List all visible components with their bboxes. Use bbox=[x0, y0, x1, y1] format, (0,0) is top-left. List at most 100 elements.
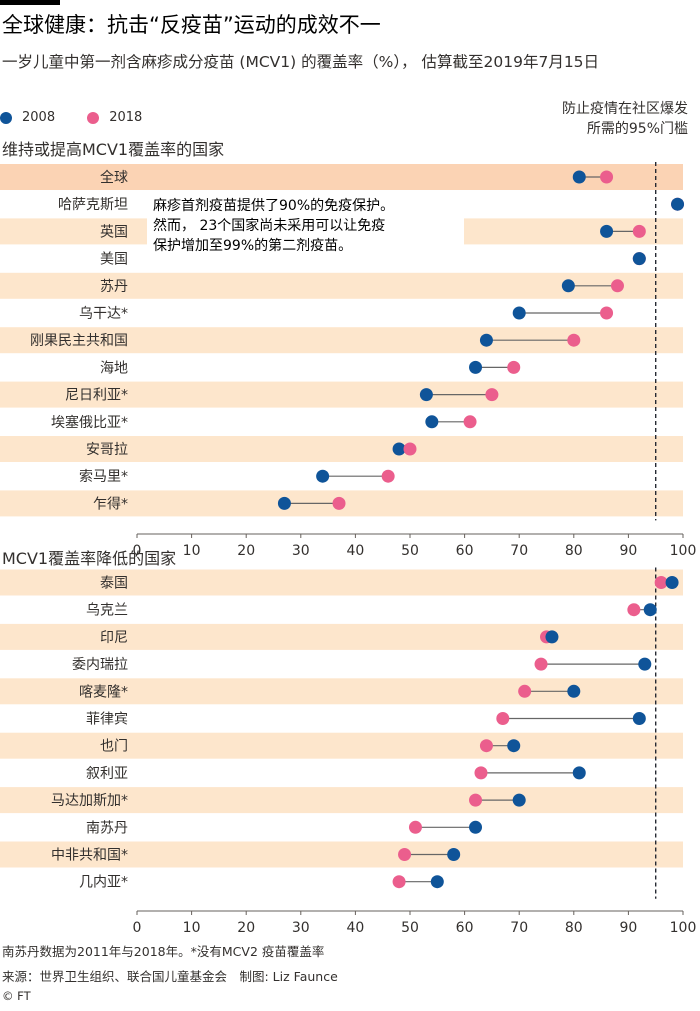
point-2008 bbox=[447, 848, 461, 861]
x-tick-label: 30 bbox=[292, 543, 310, 559]
point-2008 bbox=[507, 739, 521, 753]
country-label: 索马里* bbox=[79, 468, 128, 485]
country-label: 美国 bbox=[100, 252, 128, 268]
annotation-box: 麻疹首剂疫苗提供了90%的免疫保护。 然而， 23个国家尚未采用可以让免疫 保护… bbox=[147, 192, 464, 260]
point-2018 bbox=[610, 279, 624, 293]
row-band bbox=[0, 164, 683, 190]
brand-bar bbox=[0, 0, 60, 5]
point-2008 bbox=[572, 766, 586, 780]
legend-label-2008: 2008 bbox=[22, 110, 56, 125]
country-label: 安哥拉 bbox=[86, 442, 128, 458]
footer-source: 来源：世界卫生组织、联合国儿童基金会 制图: Liz Faunce bbox=[2, 969, 338, 984]
point-2008 bbox=[512, 306, 526, 320]
x-tick-label: 20 bbox=[237, 543, 255, 559]
country-label: 也门 bbox=[100, 739, 128, 755]
point-2018 bbox=[632, 224, 646, 238]
point-2018 bbox=[600, 170, 614, 184]
point-2008 bbox=[316, 469, 330, 483]
point-2018 bbox=[479, 739, 493, 753]
country-label: 全球 bbox=[100, 169, 128, 186]
legend-dot-2008 bbox=[0, 111, 12, 124]
x-tick-label: 80 bbox=[565, 543, 583, 559]
x-tick-label: 100 bbox=[670, 543, 697, 559]
point-2008 bbox=[638, 657, 652, 671]
point-2018 bbox=[408, 820, 422, 834]
point-2018 bbox=[485, 388, 499, 402]
country-label: 哈萨克斯坦 bbox=[58, 197, 128, 213]
legend: 2008 2018 bbox=[0, 110, 170, 128]
legend-dot-2018 bbox=[87, 111, 100, 124]
annotation-line-3: 保护增加至99%的第二剂疫苗。 bbox=[153, 238, 353, 254]
country-label: 刚果民主共和国 bbox=[30, 333, 128, 349]
country-label: 印尼 bbox=[100, 630, 128, 646]
country-label: 叙利亚 bbox=[86, 765, 128, 782]
x-tick-label: 40 bbox=[346, 543, 364, 559]
point-2008 bbox=[600, 224, 614, 238]
point-2008 bbox=[632, 252, 646, 266]
x-tick-label: 90 bbox=[619, 543, 637, 559]
page-subtitle: 一岁儿童中第一剂含麻疹成分疫苗 (MCV1) 的覆盖率（%）， 估算截至2019… bbox=[2, 53, 600, 71]
legend-item-2018: 2018 bbox=[87, 110, 142, 125]
panel-title-maintained: 维持或提高MCV1覆盖率的国家 bbox=[2, 140, 225, 159]
footer-copyright: © FT bbox=[2, 989, 31, 1003]
country-label: 喀麦隆* bbox=[79, 684, 128, 700]
country-label: 苏丹 bbox=[100, 279, 128, 295]
point-2008 bbox=[567, 684, 581, 698]
x-tick-label: 40 bbox=[346, 920, 364, 936]
x-tick-label: 100 bbox=[670, 920, 697, 936]
row-band bbox=[0, 436, 683, 462]
point-2018 bbox=[567, 333, 581, 347]
annotation-line-2: 然而， 23个国家尚未采用可以让免疫 bbox=[153, 218, 386, 234]
x-tick-label: 70 bbox=[510, 543, 528, 559]
point-2018 bbox=[332, 496, 346, 510]
row-band bbox=[0, 381, 683, 408]
point-2008 bbox=[469, 360, 483, 374]
point-2008 bbox=[572, 170, 586, 184]
country-label: 海地 bbox=[100, 360, 128, 376]
threshold-note: 防止疫情在社区爆发 所需的95%门槛 bbox=[562, 99, 688, 139]
x-tick-label: 30 bbox=[292, 920, 310, 936]
country-label: 英国 bbox=[100, 223, 128, 240]
country-label: 几内亚* bbox=[79, 875, 128, 891]
country-label: 马达加斯加* bbox=[51, 793, 128, 809]
country-label: 菲律宾 bbox=[86, 712, 128, 728]
x-tick-label: 50 bbox=[401, 920, 419, 936]
x-tick-label: 80 bbox=[565, 920, 583, 936]
point-2008 bbox=[561, 279, 575, 293]
legend-label-2018: 2018 bbox=[109, 110, 143, 125]
row-band bbox=[0, 787, 683, 814]
point-2008 bbox=[479, 333, 493, 347]
point-2008 bbox=[512, 793, 526, 807]
point-2008 bbox=[643, 603, 657, 617]
country-label: 乌干达* bbox=[79, 306, 128, 322]
x-tick-label: 20 bbox=[237, 920, 255, 936]
point-2018 bbox=[469, 793, 483, 807]
point-2018 bbox=[654, 576, 668, 589]
point-2008 bbox=[419, 388, 433, 402]
point-2008 bbox=[425, 415, 439, 429]
x-tick-label: 0 bbox=[133, 543, 142, 559]
footer-note: 南苏丹数据为2011年与2018年。*没有MCV2 疫苗覆盖率 bbox=[2, 944, 325, 959]
point-2008 bbox=[277, 496, 291, 510]
country-label: 委内瑞拉 bbox=[72, 657, 128, 673]
country-label: 泰国 bbox=[100, 576, 128, 592]
row-band bbox=[0, 732, 683, 759]
point-2008 bbox=[632, 712, 646, 725]
country-label: 乌克兰 bbox=[86, 603, 128, 619]
x-tick-label: 60 bbox=[456, 543, 474, 559]
country-label: 中非共和国* bbox=[51, 848, 128, 864]
point-2018 bbox=[496, 712, 510, 725]
row-band bbox=[0, 841, 683, 868]
x-tick-label: 50 bbox=[401, 543, 419, 559]
page-title: 全球健康：抗击“反疫苗”运动的成效不一 bbox=[2, 13, 381, 37]
x-tick-label: 0 bbox=[133, 920, 142, 936]
country-label: 乍得* bbox=[93, 495, 128, 512]
point-2008 bbox=[665, 576, 679, 589]
point-2018 bbox=[398, 848, 412, 861]
row-band bbox=[0, 623, 683, 650]
annotation-line-1: 麻疹首剂疫苗提供了90%的免疫保护。 bbox=[153, 198, 395, 214]
legend-item-2008: 2008 bbox=[0, 110, 55, 125]
point-2018 bbox=[403, 442, 417, 456]
